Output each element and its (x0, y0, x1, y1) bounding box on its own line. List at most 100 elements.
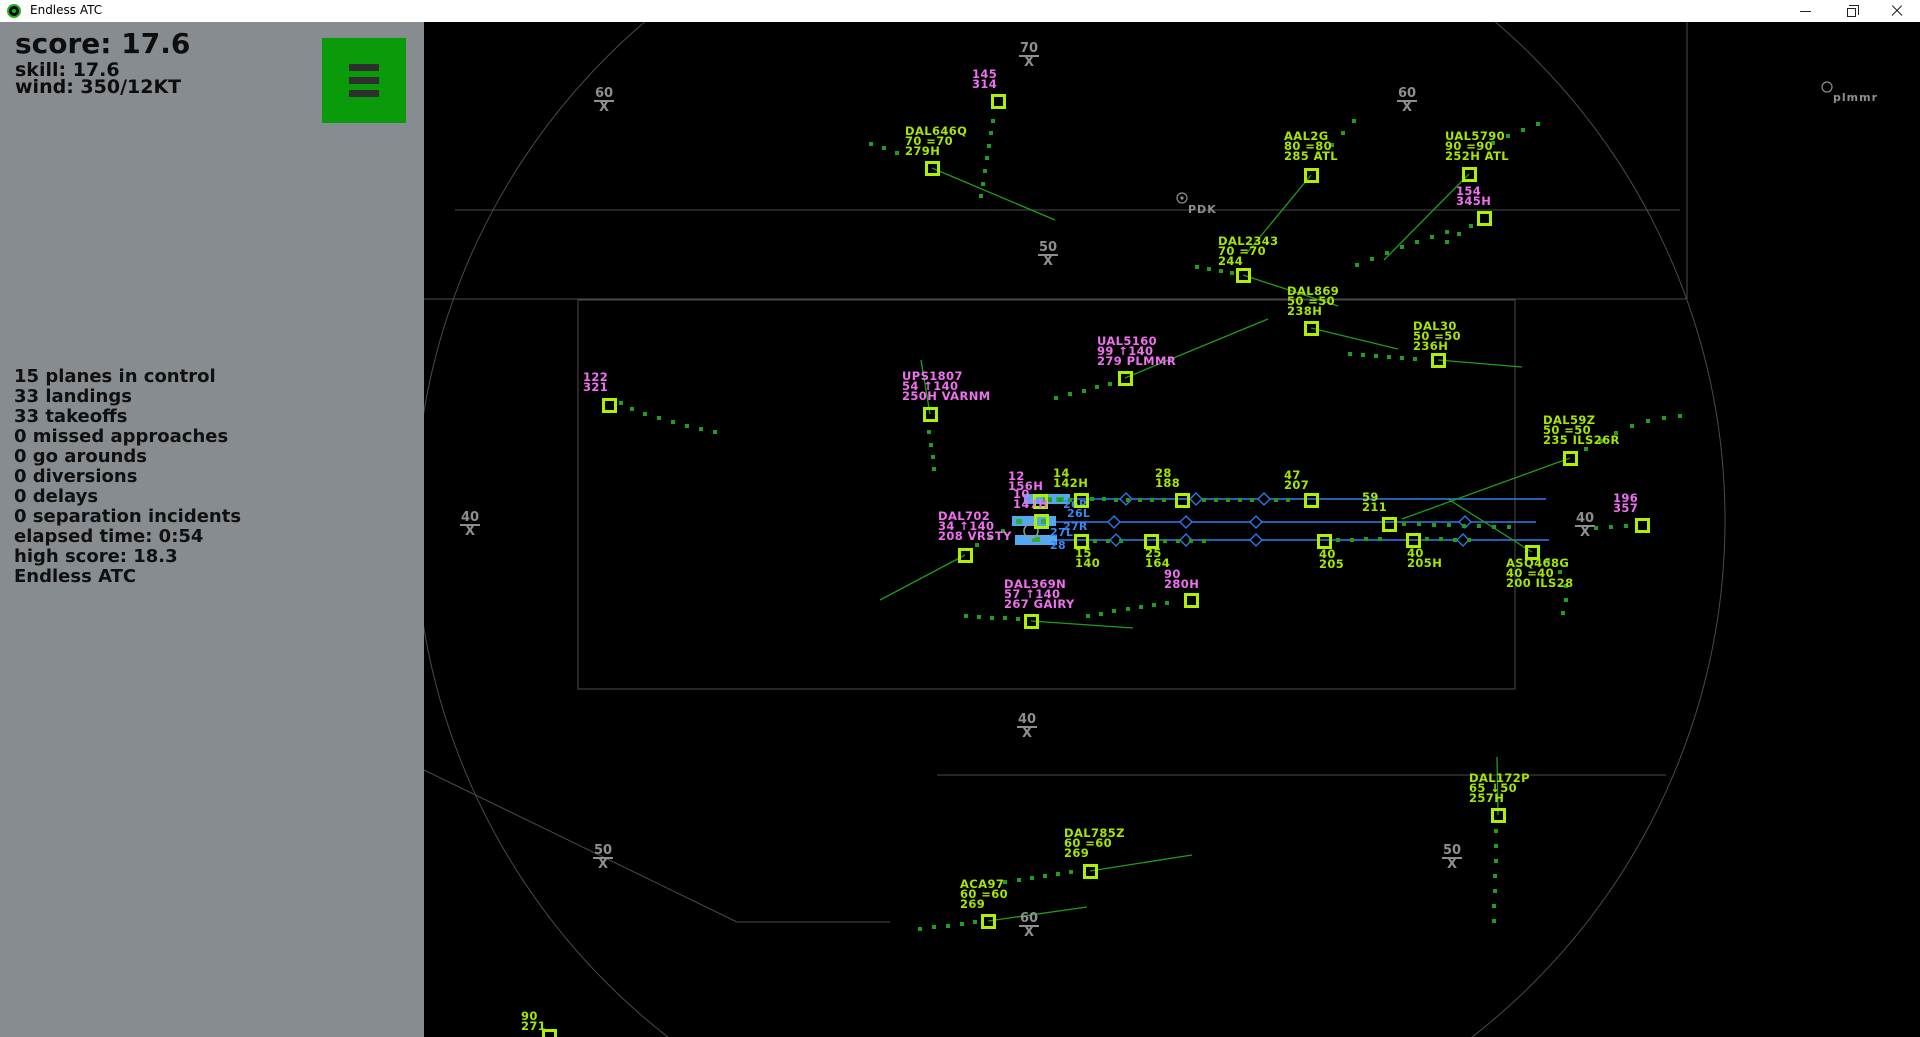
trail-dot (1364, 537, 1368, 541)
aircraft-square-10[interactable] (1034, 514, 1049, 529)
aircraft-label-AAL2G[interactable]: AAL2G 80 =80 285 ATL (1284, 129, 1338, 163)
trail-dot (1624, 524, 1628, 528)
aircraft-label-25[interactable]: 25 164 (1145, 546, 1171, 570)
departure-queue-mark (1032, 537, 1040, 542)
trail-dot (1492, 525, 1496, 529)
aircraft-label-14[interactable]: 14 142H (1053, 466, 1089, 490)
aircraft-label-47[interactable]: 47 207 (1284, 468, 1310, 492)
trail-dot (979, 194, 983, 198)
aircraft-label-90a[interactable]: 90 280H (1164, 567, 1200, 591)
aircraft-square-DAL59Z[interactable] (1563, 451, 1578, 466)
aircraft-square-12[interactable] (1033, 494, 1048, 509)
aircraft-label-122[interactable]: 122 321 (583, 370, 609, 394)
aircraft-square-196[interactable] (1635, 518, 1650, 533)
aircraft-label-196[interactable]: 196 357 (1613, 491, 1639, 515)
trail-dot (1361, 353, 1365, 357)
trail-dot (1432, 523, 1436, 527)
aircraft-label-15[interactable]: 15 140 (1075, 546, 1101, 570)
aircraft-label-DAL30[interactable]: DAL30 50 =50 236H (1413, 319, 1462, 353)
aircraft-square-ACA97[interactable] (981, 914, 996, 929)
aircraft-label-DAL369N[interactable]: DAL369N 57 ↑140 267 GAIRY (1004, 577, 1075, 611)
wind-display: wind: 350/12KT (15, 76, 182, 98)
aircraft-square-DAL646Q[interactable] (925, 161, 940, 176)
minimize-button[interactable] (1782, 0, 1828, 22)
aircraft-label-DAL172P[interactable]: DAL172P 65 ↓50 257H (1469, 771, 1531, 805)
aircraft-label-DAL702[interactable]: DAL702 34 ↑140 208 VRSTY (938, 509, 1012, 543)
trail-dot (1099, 612, 1103, 616)
aircraft-label-145[interactable]: 145 314 (972, 67, 998, 91)
aircraft-label-ASQ468G[interactable]: ASQ468G 40 =40 200 ILS28 (1506, 556, 1574, 590)
aircraft-label-12[interactable]: 12 156H (1008, 469, 1044, 493)
aircraft-label-UAL5790[interactable]: UAL5790 90 =90 252H ATL (1445, 129, 1510, 163)
aircraft-label-40b[interactable]: 40 205H (1407, 546, 1443, 570)
aircraft-square-59[interactable] (1382, 517, 1397, 532)
trail-dot (1491, 141, 1495, 145)
aircraft-label-154[interactable]: 154 345H (1456, 184, 1492, 208)
aircraft-square-AAL2G[interactable] (1304, 168, 1319, 183)
aircraft-label-UPS1807[interactable]: UPS1807 54 ↑140 250H VARNM (902, 369, 991, 403)
aircraft-label-28[interactable]: 28 188 (1155, 466, 1181, 490)
approach-gate-diamond (1107, 515, 1121, 529)
altitude-marker: 70 X (1019, 42, 1040, 69)
trail-dot (1415, 240, 1419, 244)
aircraft-square-DAL172P[interactable] (1491, 808, 1506, 823)
aircraft-square-28[interactable] (1175, 493, 1190, 508)
aircraft-label-ACA97[interactable]: ACA97 60 =60 269 (960, 877, 1009, 911)
aircraft-label-UAL5160[interactable]: UAL5160 99 ↑140 279 PLMMR (1097, 334, 1177, 368)
aircraft-label-10[interactable]: 10 147H (1013, 487, 1049, 511)
altitude-value: 60 (594, 86, 615, 102)
stat-line: 33 takeoffs (14, 406, 128, 427)
trail-dot (1348, 352, 1352, 356)
aircraft-square-DAL30[interactable] (1431, 353, 1446, 368)
trail-dot (1069, 870, 1073, 874)
close-button[interactable] (1874, 0, 1920, 22)
trail-dot (1112, 609, 1116, 613)
aircraft-square-47[interactable] (1304, 493, 1319, 508)
aircraft-square-DAL785Z[interactable] (1083, 864, 1098, 879)
aircraft-square-15[interactable] (1074, 534, 1089, 549)
trail-dot (1609, 525, 1613, 529)
aircraft-square-DAL2343[interactable] (1236, 268, 1251, 283)
aircraft-label-40a[interactable]: 40 205 (1319, 547, 1345, 571)
aircraft-label-DAL646Q[interactable]: DAL646Q 70 =70 279H (905, 124, 968, 158)
altitude-marker: 60 X (1397, 87, 1418, 114)
aircraft-square-UPS1807[interactable] (923, 407, 938, 422)
aircraft-square-90a[interactable] (1184, 593, 1199, 608)
aircraft-label-DAL2343[interactable]: DAL2343 70 =70 244 (1218, 234, 1279, 268)
trail-dot (699, 427, 703, 431)
window-controls (1782, 0, 1920, 22)
menu-button[interactable] (322, 38, 406, 123)
aircraft-square-90b[interactable] (542, 1029, 557, 1037)
trail-dot (671, 420, 675, 424)
runway-label-27R: 27R (1063, 520, 1088, 533)
aircraft-square-UAL5790[interactable] (1462, 167, 1477, 182)
approach-gate-diamond (1257, 492, 1271, 506)
trail-dot (1494, 829, 1498, 833)
aircraft-square-122[interactable] (602, 398, 617, 413)
aircraft-square-154[interactable] (1477, 211, 1492, 226)
trail-dot (1469, 224, 1473, 228)
stat-line: 15 planes in control (14, 366, 216, 387)
aircraft-label-90b[interactable]: 90 271 (521, 1009, 547, 1033)
aircraft-square-14[interactable] (1074, 493, 1089, 508)
aircraft-square-40a[interactable] (1317, 534, 1332, 549)
trail-dot (1139, 605, 1143, 609)
stat-line: 0 go arounds (14, 446, 147, 467)
aircraft-label-59[interactable]: 59 211 (1362, 490, 1388, 514)
aircraft-square-ASQ468G[interactable] (1525, 545, 1540, 560)
aircraft-square-DAL869[interactable] (1304, 321, 1319, 336)
restore-button[interactable] (1828, 0, 1874, 22)
aircraft-square-40b[interactable] (1406, 533, 1421, 548)
aircraft-label-DAL785Z[interactable]: DAL785Z 60 =60 269 (1064, 826, 1125, 860)
trail-dot (1457, 232, 1461, 236)
aircraft-square-DAL702[interactable] (958, 548, 973, 563)
altitude-marker: 40 X (1017, 713, 1038, 740)
aircraft-square-UAL5160[interactable] (1118, 371, 1133, 386)
aircraft-square-145[interactable] (991, 94, 1006, 109)
aircraft-label-DAL869[interactable]: DAL869 50 =50 238H (1287, 284, 1340, 318)
altitude-value: 50 (593, 843, 614, 859)
aircraft-label-DAL59Z[interactable]: DAL59Z 50 =50 235 ILS26R (1543, 413, 1620, 447)
aircraft-square-DAL369N[interactable] (1024, 614, 1039, 629)
trail-dot (685, 424, 689, 428)
aircraft-square-25[interactable] (1144, 534, 1159, 549)
